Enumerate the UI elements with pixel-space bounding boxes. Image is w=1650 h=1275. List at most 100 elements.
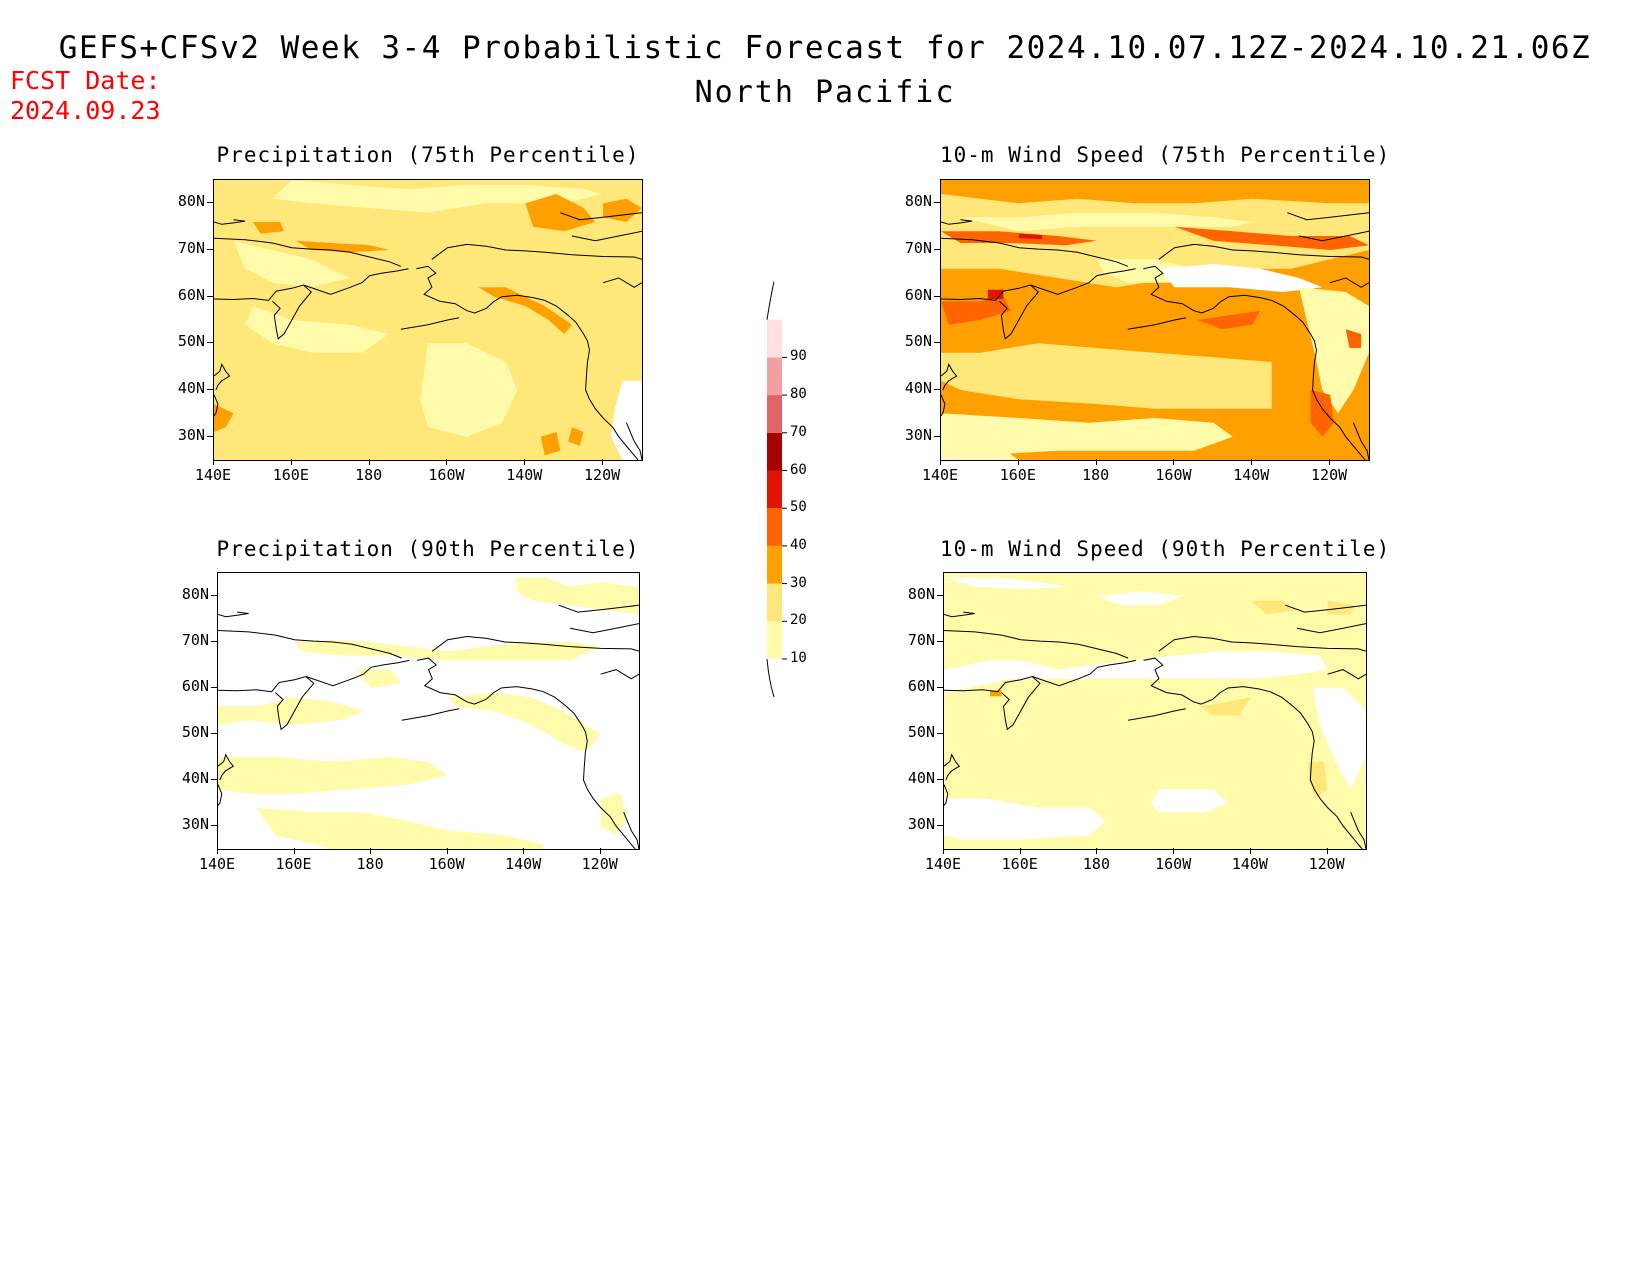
precip75-shading	[214, 180, 642, 460]
precip75-contour-region	[272, 180, 604, 213]
lat-label: 60N	[181, 677, 209, 695]
coastline	[1143, 657, 1271, 705]
lon-label: 140W	[506, 466, 543, 484]
coastline	[214, 394, 219, 417]
lat-tick	[207, 249, 213, 250]
coastline	[1158, 635, 1366, 652]
precip75-contour-region	[478, 287, 572, 334]
coastline	[941, 394, 946, 417]
lat-tick	[937, 825, 943, 826]
coastline	[305, 659, 410, 687]
lon-label: 160W	[1155, 855, 1192, 873]
coastline	[625, 422, 642, 460]
coastline	[416, 657, 544, 705]
forecast-date-value: 2024.09.23	[10, 96, 161, 125]
coastline	[218, 611, 249, 618]
lon-tick	[446, 848, 448, 854]
coastline	[1350, 812, 1366, 849]
coastline	[1329, 277, 1369, 288]
lon-tick	[1249, 848, 1251, 854]
colorbar-swatch	[767, 470, 782, 509]
coastline	[218, 753, 235, 781]
lon-label: 160W	[428, 466, 465, 484]
wind75-contour-region	[1174, 226, 1369, 250]
lat-label: 40N	[904, 379, 932, 397]
lat-label: 80N	[177, 192, 205, 211]
coastline	[431, 243, 642, 260]
lat-label: 70N	[907, 631, 935, 649]
wind75-contour-region	[1197, 310, 1261, 330]
precip75-contour-region	[252, 222, 284, 234]
lat-label: 30N	[904, 425, 932, 444]
lat-tick	[207, 202, 213, 204]
lon-label: 160W	[1155, 466, 1192, 484]
lon-label: 140W	[1231, 855, 1268, 873]
coastline	[1287, 212, 1369, 221]
lon-tick	[1326, 848, 1328, 854]
coastline	[944, 675, 1041, 731]
lon-tick	[602, 459, 604, 465]
figure-title: GEFS+CFSv2 Week 3-4 Probabilistic Foreca…	[58, 30, 1592, 66]
wind75-contour-region	[941, 436, 1019, 460]
coastline	[941, 284, 1039, 340]
coastline	[1269, 691, 1363, 849]
lat-tick	[937, 595, 943, 596]
colorbar-label: 80	[790, 386, 807, 403]
lat-label: 30N	[181, 815, 209, 833]
colorbar-swatch	[767, 621, 782, 659]
lon-label: 120W	[1311, 466, 1348, 484]
wind90-contour-region	[990, 690, 1002, 697]
coastline	[1271, 299, 1366, 460]
lat-label: 40N	[177, 379, 205, 397]
wind90-contour-region	[1201, 697, 1251, 716]
lat-label: 70N	[181, 631, 209, 649]
wind75-contour-region	[1299, 287, 1369, 414]
lat-label: 40N	[907, 769, 935, 787]
lat-label: 60N	[904, 285, 932, 304]
lat-tick	[934, 295, 940, 297]
lon-tick	[293, 848, 295, 854]
precip90-contour-region	[600, 793, 628, 836]
coastline	[944, 611, 975, 618]
wind90-contour-region	[1151, 789, 1228, 813]
coastline	[218, 784, 223, 807]
wind90-contour-region	[1312, 688, 1366, 790]
wind75-contour-region	[1018, 233, 1043, 240]
wind90-shading	[944, 573, 1366, 849]
coastline	[571, 230, 642, 242]
wind90-contour-region	[1097, 591, 1182, 606]
lon-label: 140E	[921, 466, 959, 484]
wind75-contour-region	[941, 343, 1272, 409]
lon-label: 160E	[999, 466, 1036, 484]
lat-tick	[207, 435, 213, 437]
lon-label: 140E	[194, 466, 232, 484]
coastline	[941, 237, 1128, 267]
coastline	[570, 623, 639, 634]
lon-tick	[1329, 459, 1331, 465]
precip90-contour-region	[218, 697, 364, 725]
precip75-contour-region	[214, 404, 234, 432]
lat-label: 30N	[177, 425, 205, 444]
lat-label: 80N	[907, 585, 935, 603]
lon-label: 160E	[275, 855, 312, 873]
colorbar-label: 70	[790, 423, 807, 440]
wind75-contour-region	[987, 289, 1004, 299]
coastline	[1032, 659, 1136, 687]
lat-label: 70N	[177, 239, 205, 257]
lat-label: 50N	[177, 332, 205, 351]
lat-tick	[934, 435, 940, 437]
lon-tick	[940, 459, 941, 465]
colorbar-swatch	[767, 319, 782, 358]
coastline	[1285, 604, 1366, 613]
panel-title-precip90: Precipitation (90th Percentile)	[216, 537, 640, 561]
coastline	[602, 277, 642, 288]
lat-tick	[211, 595, 217, 596]
lat-tick	[937, 641, 943, 642]
precip90-contour-region	[447, 692, 601, 753]
coastline	[1143, 265, 1272, 314]
lon-tick	[1017, 459, 1019, 465]
wind90-contour-region	[1308, 761, 1328, 799]
lon-tick	[1019, 848, 1021, 854]
lat-tick	[934, 249, 940, 250]
panel-title-wind75: 10-m Wind Speed (75th Percentile)	[940, 143, 1391, 167]
